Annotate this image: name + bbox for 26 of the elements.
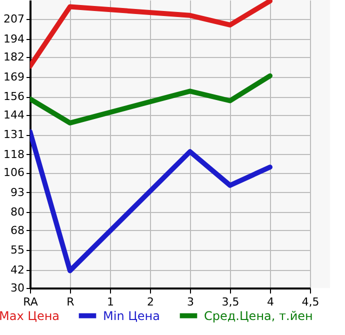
- text: Max Цена: [0, 308, 60, 323]
- legend-label: Сред.Цена, т.йен: [204, 308, 313, 323]
- x-tick-label: 4: [267, 296, 274, 308]
- y-tick-label: 118: [4, 148, 24, 161]
- y-tick-label: 106: [4, 166, 24, 180]
- y-tick-label: 144: [4, 108, 24, 122]
- y-tick-label: 169: [4, 70, 24, 84]
- x-tick-label: RA: [23, 296, 38, 308]
- x-tick-label: R: [66, 296, 75, 308]
- y-tick-label: 207: [4, 12, 24, 26]
- y-tick-label: 68: [10, 224, 24, 237]
- legend-label: Min Цена: [103, 308, 160, 323]
- y-tick-label: 42: [10, 263, 24, 276]
- x-tick-label: 1: [107, 296, 114, 308]
- y-tick-label: 131: [4, 128, 24, 142]
- y-tick-label: 93: [10, 186, 24, 199]
- y-tick-label: 30: [10, 282, 24, 294]
- x-tick-label: 2: [147, 296, 154, 308]
- y-tick-label: 182: [4, 50, 24, 64]
- x-tick-label: 4,5: [302, 296, 320, 308]
- x-tick-label: 3,5: [222, 296, 240, 308]
- y-tick-label: 156: [4, 90, 24, 104]
- x-tick-label: 3: [187, 296, 194, 308]
- y-tick-label: 55: [10, 244, 24, 257]
- y-tick-label: 194: [4, 32, 24, 46]
- y-tick-label: 80: [10, 206, 24, 219]
